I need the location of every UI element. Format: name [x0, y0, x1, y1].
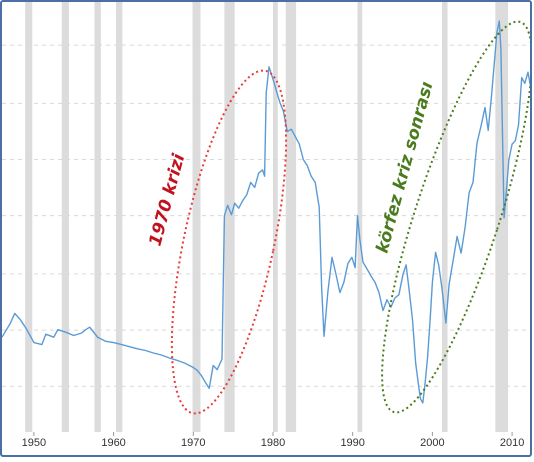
annotations: 1970 krizi körfez kriz sonrası [146, 20, 530, 415]
price-series [2, 20, 530, 404]
recession-band [285, 2, 297, 432]
recession-band [441, 2, 448, 432]
annotation-ellipse-korfez [381, 20, 530, 414]
series-line [2, 20, 530, 404]
x-tick-label: 1970 [181, 437, 205, 449]
recession-bands [25, 2, 509, 432]
x-tick-label: 2000 [420, 437, 444, 449]
x-tick-label: 1960 [101, 437, 125, 449]
x-tick-label: 1950 [22, 437, 46, 449]
x-tick-label: 1980 [261, 437, 285, 449]
recession-band [25, 2, 33, 432]
gridlines [2, 44, 530, 387]
recession-band [192, 2, 201, 432]
recession-band [94, 2, 101, 432]
x-tick-label: 1990 [340, 437, 364, 449]
x-tick-label: 2010 [500, 437, 524, 449]
recession-band [224, 2, 235, 432]
recession-band [495, 2, 509, 432]
recession-band [357, 2, 363, 432]
annotation-label-korfez: körfez kriz sonrası [373, 79, 438, 255]
x-axis: 1950 1960 1970 1980 1990 2000 2010 [22, 432, 524, 449]
annotation-label-1970: 1970 krizi [146, 151, 190, 249]
recession-band [61, 2, 69, 432]
annotation-ellipse-1970 [170, 69, 288, 415]
recession-band [115, 2, 123, 432]
recession-band [272, 2, 278, 432]
line-chart: 1970 krizi körfez kriz sonrası 1950 1960 1… [2, 2, 530, 449]
